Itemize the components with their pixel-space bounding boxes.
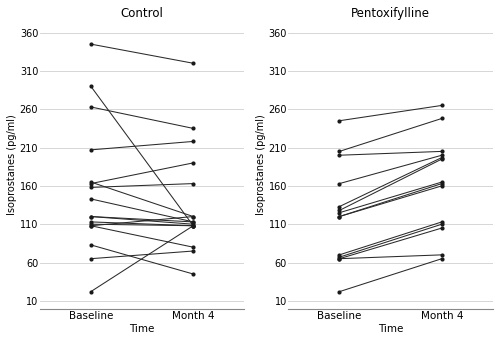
Y-axis label: Isoprostanes (pg/ml): Isoprostanes (pg/ml) (256, 115, 266, 215)
Title: Control: Control (120, 7, 164, 20)
X-axis label: Time: Time (378, 324, 404, 334)
X-axis label: Time: Time (130, 324, 154, 334)
Title: Pentoxifylline: Pentoxifylline (351, 7, 430, 20)
Y-axis label: Isoprostanes (pg/ml): Isoprostanes (pg/ml) (7, 115, 17, 215)
